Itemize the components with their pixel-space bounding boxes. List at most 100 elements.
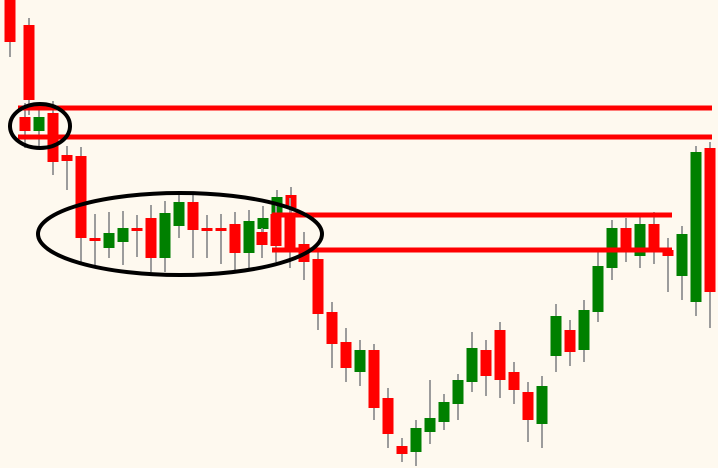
candle-body [159,213,171,258]
candle-body [19,117,31,131]
candle-wick [136,215,138,257]
candle [23,18,35,115]
candle-body [704,148,716,292]
candle [662,238,674,292]
candle-body [536,386,548,424]
candle-body [508,372,520,390]
candle [270,205,282,262]
candle-body [257,218,269,229]
candle-body [33,117,45,131]
candle-wick [429,380,431,444]
candle-body [564,330,576,352]
candle [438,394,450,430]
candle-body [382,398,394,434]
candle-body [676,234,688,276]
candle-body [592,266,604,312]
candle [676,226,688,300]
candle-body [215,228,227,231]
candle [103,212,115,258]
candle [117,211,129,265]
candle [508,362,520,404]
candle-body [410,428,422,452]
candle [396,438,408,462]
candle [550,304,562,372]
candle-body [550,316,562,356]
candle [19,103,31,148]
candle [256,228,268,258]
candle [89,214,101,266]
candle [368,344,380,420]
candle-body [354,350,366,372]
candle-body [187,202,199,230]
horizontal-lines-layer [18,105,712,253]
candles-layer [4,0,716,466]
candle [243,210,255,268]
candle-body [75,156,87,238]
candle-body [145,218,157,258]
candle-body [89,238,101,241]
candle-body [4,0,16,42]
candle [173,193,185,238]
candle-wick [220,214,222,264]
candle-body [131,228,143,231]
candle-body [23,25,35,100]
candle-body [452,380,464,404]
candle-body [424,418,436,432]
small-consolidation-highlight [8,102,72,150]
candle-body [256,232,268,245]
candle-body [662,250,674,256]
candle [480,340,492,396]
candle-body [494,330,506,380]
candle [536,376,548,448]
candle [494,322,506,398]
candle [564,320,576,366]
candle-body [284,216,296,250]
candle [424,380,436,444]
candle [354,340,366,386]
candle-body [340,342,352,368]
candle-body [270,214,282,246]
candle [215,214,227,264]
candle [229,212,241,270]
candle-body [690,152,702,302]
candle-wick [667,238,669,292]
candle-body [229,224,241,253]
candle [340,328,352,382]
large-consolidation-highlight [36,191,324,277]
candle-body [396,446,408,454]
candle [159,201,171,272]
candle-body [466,348,478,382]
candle [326,302,338,368]
candle-body [522,392,534,420]
candle-body [312,259,324,314]
candle-body [648,224,660,252]
candle [382,388,394,448]
candle [33,104,45,147]
candle [592,252,604,322]
candle-body [103,233,115,248]
candle-body [201,228,213,231]
candle [466,332,478,392]
highlight-ellipses-layer [8,102,324,277]
candle [257,206,269,240]
candle [4,0,16,57]
candle [704,142,716,328]
candle [284,198,296,268]
candle-wick [66,146,68,190]
candle [690,146,702,316]
candle [61,146,73,190]
candle-wick [206,215,208,258]
candle [145,205,157,272]
candle-body [243,221,255,253]
candle-body [578,310,590,350]
candle-body [61,155,73,161]
candle [452,374,464,420]
candle-body [326,312,338,344]
candle [187,192,199,258]
candle-body [368,350,380,408]
candle [578,300,590,362]
candle [410,420,422,466]
candle [648,212,660,264]
